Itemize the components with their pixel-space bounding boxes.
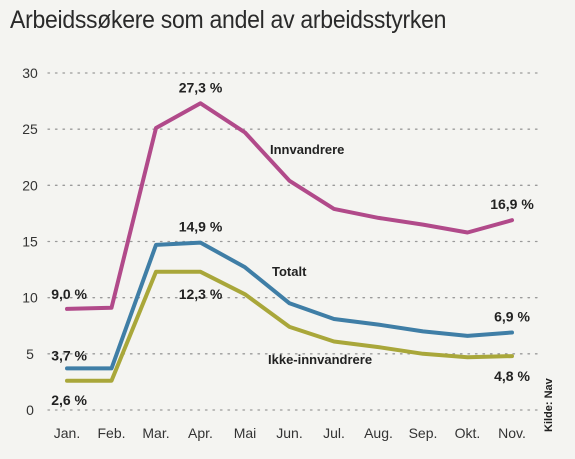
data-label: 6,9 % (494, 308, 530, 324)
data-label: 27,3 % (179, 79, 223, 95)
series-lines (65, 101, 514, 383)
y-tick-label: 20 (22, 177, 38, 193)
data-label: 9,0 % (51, 286, 87, 302)
data-labels: 9,0 % 27,3 % 16,9 % 3,7 % 14,9 % 6,9 % 2,6 % 12… (51, 79, 534, 407)
x-tick-label: Feb. (97, 425, 125, 441)
series-label: Innvandrere (270, 142, 344, 157)
y-tick-label: 0 (26, 402, 34, 418)
x-tick-label: Sep. (409, 425, 438, 441)
y-axis: 0 5 10 15 20 25 30 (22, 65, 38, 418)
y-tick-label: 5 (26, 346, 34, 362)
x-tick-label: Jul. (323, 425, 345, 441)
data-label: 2,6 % (51, 392, 87, 408)
data-label: 16,9 % (490, 196, 534, 212)
x-tick-label: Jun. (276, 425, 302, 441)
series-line-totalt (65, 240, 514, 371)
series-labels: Innvandrere Totalt Ikke-innvandrere (268, 142, 372, 367)
x-tick-label: Mar. (142, 425, 169, 441)
grid-lines (47, 72, 541, 411)
series-label: Ikke-innvandrere (268, 352, 372, 367)
series-line-ikke-innvandrere (65, 269, 514, 383)
x-tick-label: Mai (234, 425, 257, 441)
x-tick-label: Apr. (188, 425, 213, 441)
x-tick-label: Okt. (455, 425, 481, 441)
data-label: 4,8 % (494, 368, 530, 384)
series-label: Totalt (272, 264, 307, 279)
y-tick-label: 30 (22, 65, 38, 81)
data-label: 12,3 % (179, 286, 223, 302)
x-axis: Jan. Feb. Mar. Apr. Mai Jun. Jul. Aug. Sep. Okt. N… (54, 425, 526, 441)
data-label: 3,7 % (51, 347, 87, 363)
source-note: Kilde: Nav (543, 377, 555, 432)
x-tick-label: Aug. (364, 425, 393, 441)
y-tick-label: 25 (22, 121, 38, 137)
y-tick-label: 15 (22, 234, 38, 250)
x-tick-label: Nov. (498, 425, 526, 441)
chart-title: Arbeidssøkere som andel av arbeidsstyrke… (10, 6, 447, 34)
y-tick-label: 10 (22, 290, 38, 306)
x-tick-label: Jan. (54, 425, 80, 441)
data-label: 14,9 % (179, 219, 223, 235)
series-line-innvandrere (65, 101, 514, 311)
